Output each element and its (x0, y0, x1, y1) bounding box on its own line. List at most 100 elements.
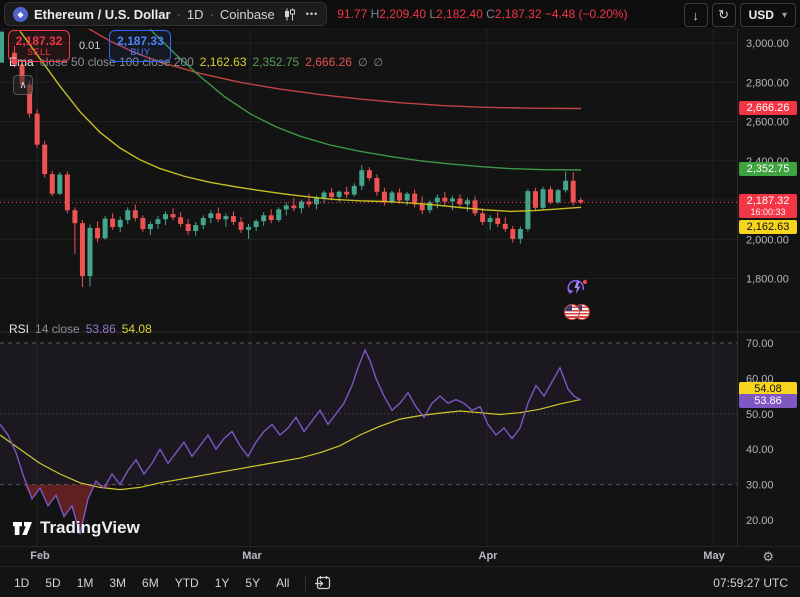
interval-label[interactable]: 1D (186, 6, 204, 22)
month-label-may: May (703, 550, 725, 562)
ema100-line (149, 28, 582, 171)
refresh-button[interactable]: ↻ (711, 3, 736, 27)
rsi-legend-title: RSI (9, 322, 30, 336)
month-label-mar: Mar (242, 550, 262, 562)
tradingview-wordmark: TradingView (40, 518, 140, 537)
price-axis-label: 2,000.00 (746, 234, 789, 246)
chevron-down-icon: ▾ (781, 9, 787, 21)
sell-label: SELL (26, 46, 52, 57)
buy-price: 2,187.33 (117, 33, 164, 48)
month-label-apr: Apr (478, 550, 498, 562)
tradingview-mark-icon (13, 521, 32, 535)
ema-legend-params: close 50 close 100 close 200 (39, 55, 194, 69)
utc-clock: 07:59:27 UTC (713, 575, 788, 590)
range-button-3m[interactable]: 3M (101, 572, 134, 594)
bottom-toolbar: 1D 5D 1M 3M 6M YTD 1Y 5Y All 07:59:27 UTC (0, 566, 800, 597)
exchange-label: Coinbase (219, 6, 275, 22)
range-button-6m[interactable]: 6M (134, 572, 167, 594)
range-button-all[interactable]: All (268, 572, 297, 594)
currency-value: USD (748, 8, 774, 22)
low-key: L (429, 7, 437, 21)
ema-hide-icon[interactable]: ∅ (357, 56, 368, 69)
gear-icon[interactable]: ⚙ (762, 549, 774, 564)
high-value: 2,209.40 (379, 7, 427, 21)
open-value: 91.77 (337, 7, 368, 21)
trade-panel: 2,187.32 SELL 0.01 2,187.33 BUY (8, 30, 172, 62)
rsi-axis-label: 50.00 (746, 409, 774, 421)
range-button-1m[interactable]: 1M (69, 572, 102, 594)
rsi-axis-label: 40.00 (746, 444, 774, 456)
rsi-axis-label: 30.00 (746, 480, 774, 492)
range-button-1y[interactable]: 1Y (207, 572, 238, 594)
sell-button[interactable]: 2,187.32 SELL (8, 30, 70, 62)
spread-value: 0.01 (76, 39, 104, 53)
rsi-ma-badge: 54.08 (739, 382, 797, 396)
bar-countdown: 16:00:33 (750, 207, 786, 217)
currency-dropdown[interactable]: USD ▾ (739, 3, 796, 27)
rsi-oversold-fill (0, 484, 581, 535)
edge-candle (0, 31, 4, 63)
us-flag-icon (564, 304, 580, 320)
rsi-ma-value: 54.08 (121, 322, 152, 336)
calendar-icon (315, 575, 331, 589)
ema50-line (19, 30, 582, 213)
rsi-axis-label: 70.00 (746, 338, 774, 350)
ema200-value: 2,666.26 (305, 55, 352, 69)
tradingview-logo: TradingView (12, 518, 140, 538)
chevron-up-icon: ∧ (19, 79, 27, 91)
date-range-switcher: 1D 5D 1M 3M 6M YTD 1Y 5Y All (6, 572, 297, 594)
more-options-button[interactable]: ••• (305, 9, 319, 19)
expand-panel-button[interactable]: ∧ (13, 75, 33, 95)
ema50-value: 2,162.63 (199, 55, 247, 69)
scroll-to-latest-button[interactable]: ↓ (683, 3, 708, 27)
ema200-line (87, 28, 582, 110)
change-value: −4.48 (−0.20%) (544, 7, 628, 21)
candle-series (12, 45, 584, 288)
range-button-5y[interactable]: 5Y (237, 572, 268, 594)
range-button-ytd[interactable]: YTD (167, 572, 207, 594)
chart-events (564, 278, 592, 320)
price-axis-label: 1,800.00 (746, 274, 789, 286)
ohlc-readout: 91.77 H2,209.40 L2,182.40 C2,187.32 −4.4… (337, 7, 627, 21)
close-value: 2,187.32 (494, 7, 542, 21)
buy-button[interactable]: 2,187.33 BUY (109, 30, 172, 62)
high-key: H (370, 7, 380, 21)
ema200-price-badge: 2,666.26 (739, 101, 797, 115)
topbar: ◆ Ethereum / U.S. Dollar · 1D · Coinbase… (0, 0, 800, 29)
us-flag-event-icon[interactable] (564, 304, 592, 320)
price-axis-label: 2,600.00 (746, 117, 789, 129)
ema100-price-badge: 2,352.75 (739, 162, 797, 176)
last-price-value: 2,187.32 (746, 195, 790, 207)
spark-event-icon[interactable] (564, 278, 592, 303)
symbol-button[interactable]: ◆ Ethereum / U.S. Dollar · 1D · Coinbase… (4, 2, 328, 26)
rsi-badge: 53.86 (739, 394, 797, 408)
low-value: 2,182.40 (436, 7, 483, 21)
price-axis-label: 2,800.00 (746, 77, 789, 89)
rsi-line (0, 348, 582, 535)
ema-settings-icon[interactable]: ∅ (373, 56, 384, 69)
close-key: C (486, 7, 495, 21)
sell-price: 2,187.32 (15, 33, 63, 48)
ema50-price-badge: 2,162.63 (739, 220, 797, 234)
range-button-1d[interactable]: 1D (6, 572, 37, 594)
last-price-badge: 2,187.32 16:00:33 (739, 194, 797, 218)
chart-style-icon[interactable] (283, 8, 296, 21)
ema-legend[interactable]: Ema close 50 close 100 close 200 2,162.6… (9, 55, 383, 69)
ema-legend-title: Ema (9, 55, 34, 69)
rsi-legend[interactable]: RSI 14 close 53.86 54.08 (9, 322, 152, 336)
symbol-title: Ethereum / U.S. Dollar (34, 6, 171, 22)
separator-dot: · (209, 6, 214, 22)
rsi-legend-params: 14 close (35, 322, 80, 336)
range-button-5d[interactable]: 5D (37, 572, 68, 594)
toolbar-divider (305, 574, 307, 591)
ema100-value: 2,352.75 (252, 55, 300, 69)
month-label-feb: Feb (30, 550, 50, 562)
ethereum-icon: ◆ (13, 6, 28, 22)
separator-dot: · (176, 6, 181, 22)
price-axis-label: 3,000.00 (746, 38, 789, 50)
main-chart[interactable]: 3,000.002,800.002,600.002,400.002,000.00… (0, 28, 800, 546)
go-to-date-button[interactable] (314, 575, 331, 591)
time-axis[interactable]: Feb Mar Apr May ⚙ (0, 546, 800, 567)
rsi-axis-label: 20.00 (746, 515, 774, 527)
chart-canvas[interactable]: 3,000.002,800.002,600.002,400.002,000.00… (0, 28, 800, 546)
